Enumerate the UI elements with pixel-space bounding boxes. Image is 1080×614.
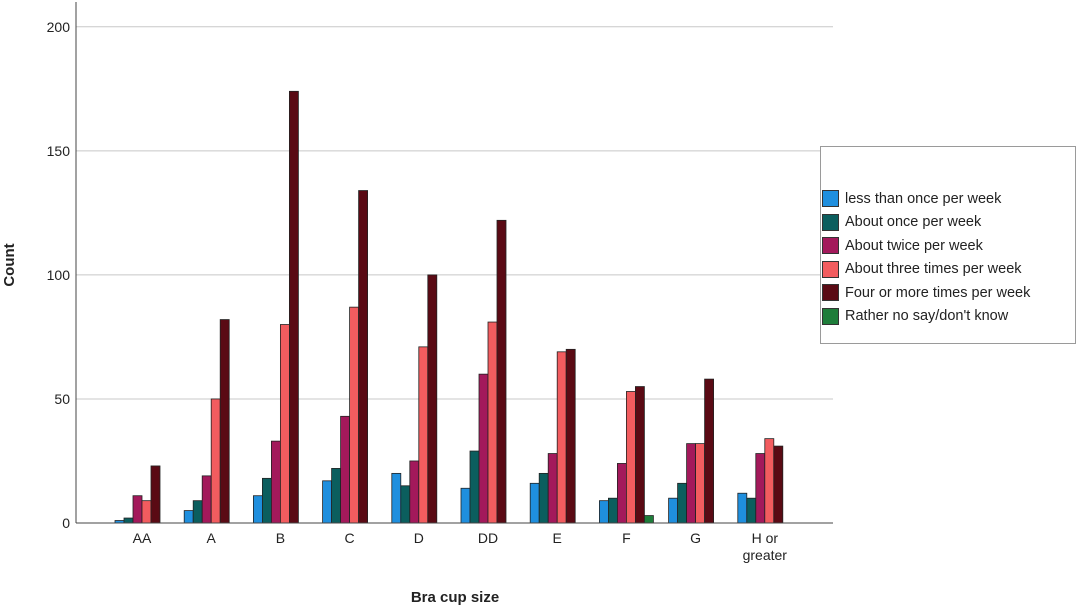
bar bbox=[746, 497, 757, 524]
bar bbox=[141, 500, 152, 524]
legend-item: About twice per week bbox=[821, 234, 1030, 258]
legend-list: less than once per week About once per we… bbox=[821, 187, 1030, 328]
bar bbox=[409, 460, 420, 524]
legend-item: Rather no say/don't know bbox=[821, 305, 1030, 329]
legend-label: less than once per week bbox=[845, 190, 1002, 207]
bar bbox=[279, 324, 290, 524]
legend-swatch bbox=[822, 307, 839, 325]
bar bbox=[626, 391, 636, 524]
bar bbox=[460, 487, 471, 524]
bar bbox=[219, 319, 230, 524]
y-tick-label: 50 bbox=[54, 391, 70, 407]
bar bbox=[252, 495, 263, 524]
x-tick-label: B bbox=[276, 530, 285, 546]
bar bbox=[487, 321, 498, 524]
x-tick-label: H or greater bbox=[743, 530, 788, 563]
bar bbox=[469, 450, 480, 524]
bar bbox=[635, 386, 645, 524]
bar bbox=[391, 472, 402, 524]
bar bbox=[132, 495, 143, 524]
bar bbox=[358, 190, 369, 524]
bar bbox=[201, 475, 212, 524]
bar bbox=[737, 492, 748, 524]
bar bbox=[496, 219, 507, 524]
bar bbox=[150, 465, 161, 524]
y-tick-label: 0 bbox=[62, 515, 70, 531]
bar bbox=[183, 510, 194, 524]
bar bbox=[123, 517, 134, 524]
legend-label: Rather no say/don't know bbox=[845, 308, 1009, 325]
legend-label: About twice per week bbox=[845, 237, 983, 254]
bar bbox=[773, 445, 784, 524]
x-tick-label: DD bbox=[478, 530, 498, 546]
bar bbox=[418, 346, 429, 524]
bar bbox=[192, 500, 203, 524]
x-tick-label: E bbox=[553, 530, 562, 546]
legend-swatch bbox=[822, 237, 839, 255]
y-axis-label: Count bbox=[1, 243, 18, 286]
legend-label: Four or more times per week bbox=[845, 284, 1031, 301]
bar bbox=[644, 515, 654, 524]
bar bbox=[322, 480, 333, 524]
bar bbox=[755, 453, 766, 524]
x-tick-label: C bbox=[345, 530, 355, 546]
bar bbox=[331, 468, 342, 524]
bar bbox=[565, 348, 576, 524]
legend-item: Four or more times per week bbox=[821, 281, 1030, 305]
bar bbox=[270, 440, 281, 524]
bar bbox=[210, 398, 221, 524]
bar bbox=[686, 443, 696, 524]
x-tick-label: D bbox=[414, 530, 424, 546]
legend-swatch bbox=[822, 213, 839, 231]
bar bbox=[478, 373, 489, 524]
y-tick-label: 100 bbox=[47, 267, 71, 283]
x-tick-label: G bbox=[690, 530, 701, 546]
bar bbox=[677, 482, 687, 524]
bar bbox=[668, 497, 678, 524]
x-tick-label: F bbox=[622, 530, 631, 546]
bar bbox=[764, 438, 775, 524]
legend-label: About once per week bbox=[845, 214, 982, 231]
bar bbox=[427, 274, 438, 524]
legend-swatch bbox=[822, 190, 839, 208]
legend-label: About three times per week bbox=[845, 261, 1022, 278]
legend-item: less than once per week bbox=[821, 187, 1030, 211]
bar bbox=[538, 472, 549, 524]
bar bbox=[400, 485, 411, 524]
legend: less than once per week About once per we… bbox=[820, 146, 1076, 344]
legend-swatch bbox=[822, 260, 839, 278]
gridlines bbox=[76, 26, 833, 400]
bar bbox=[349, 306, 360, 524]
bar bbox=[617, 463, 627, 524]
x-tick-label: AA bbox=[133, 530, 152, 546]
bar bbox=[529, 482, 540, 524]
legend-item: About once per week bbox=[821, 211, 1030, 235]
legend-swatch bbox=[822, 284, 839, 302]
bar bbox=[704, 378, 714, 524]
bar bbox=[556, 351, 567, 524]
bar bbox=[599, 500, 609, 524]
x-tick-label: A bbox=[207, 530, 217, 546]
x-axis-label: Bra cup size bbox=[411, 589, 499, 606]
bar bbox=[261, 477, 272, 524]
bar bbox=[288, 90, 299, 524]
y-tick-label: 200 bbox=[47, 19, 71, 35]
bars bbox=[114, 90, 784, 524]
legend-item: About three times per week bbox=[821, 258, 1030, 282]
bar bbox=[608, 497, 618, 524]
bar bbox=[547, 453, 558, 524]
bar bbox=[695, 443, 705, 524]
y-tick-label: 150 bbox=[47, 143, 71, 159]
bar bbox=[340, 415, 351, 524]
